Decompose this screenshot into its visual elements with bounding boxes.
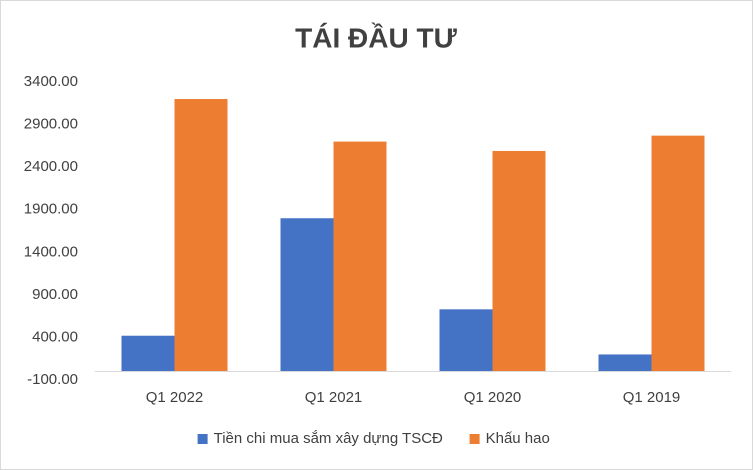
legend-swatch [469, 434, 480, 444]
chart-title: TÁI ĐẦU TƯ [295, 22, 457, 53]
bar [492, 150, 546, 372]
y-tick-label: -100.00 [27, 371, 78, 388]
x-tick-label: Q1 2019 [623, 389, 681, 406]
y-tick-label: 900.00 [32, 286, 78, 303]
legend-label: Khấu hao [486, 430, 550, 447]
y-tick-label: 400.00 [32, 328, 78, 345]
y-tick-label: 2900.00 [24, 116, 78, 133]
x-tick-label: Q1 2022 [146, 389, 204, 406]
bar [174, 99, 228, 372]
legend-swatch [197, 434, 208, 444]
x-tick-label: Q1 2021 [305, 389, 363, 406]
bar [651, 135, 705, 372]
bar [598, 354, 652, 372]
x-tick-label: Q1 2020 [464, 389, 522, 406]
legend-label: Tiền chi mua sắm xây dựng TSCĐ [214, 430, 443, 447]
y-tick-label: 1900.00 [24, 201, 78, 218]
bar [121, 335, 175, 372]
bar [333, 141, 387, 372]
y-tick-label: 2400.00 [24, 158, 78, 175]
bar [439, 309, 493, 372]
y-tick-label: 3400.00 [24, 73, 78, 90]
bar [280, 218, 334, 372]
y-tick-label: 1400.00 [24, 243, 78, 260]
